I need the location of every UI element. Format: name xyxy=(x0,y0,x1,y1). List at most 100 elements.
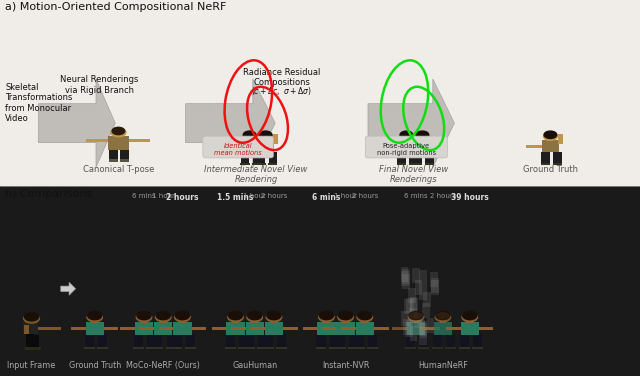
Bar xyxy=(355,334,364,348)
Bar xyxy=(269,152,276,164)
Circle shape xyxy=(248,311,262,320)
Bar xyxy=(434,321,452,335)
Bar xyxy=(252,320,258,323)
Circle shape xyxy=(112,127,125,135)
Text: Ground Truth: Ground Truth xyxy=(68,361,121,370)
Polygon shape xyxy=(38,79,115,167)
Bar xyxy=(250,327,265,330)
Text: b) Comparisons: b) Comparisons xyxy=(5,189,92,199)
Bar xyxy=(238,347,249,349)
Bar xyxy=(129,139,150,142)
Bar xyxy=(140,327,154,330)
Bar xyxy=(241,152,249,164)
Bar xyxy=(337,321,355,335)
Text: Ground Truth: Ground Truth xyxy=(523,165,578,174)
Bar xyxy=(257,134,262,144)
Text: HumanNeRF: HumanNeRF xyxy=(418,361,468,370)
Bar xyxy=(397,152,406,164)
Bar xyxy=(257,347,268,349)
Bar xyxy=(173,321,191,335)
Bar xyxy=(246,321,264,335)
Bar xyxy=(374,327,388,330)
Bar xyxy=(84,334,94,348)
Bar xyxy=(401,311,409,326)
Text: Skeletal
Transformations
from Monocular
Video: Skeletal Transformations from Monocular … xyxy=(5,83,72,123)
Bar xyxy=(172,334,182,348)
Bar xyxy=(23,322,38,334)
Text: Neural Renderings
via Rigid Branch: Neural Renderings via Rigid Branch xyxy=(60,75,138,95)
Bar xyxy=(276,347,287,349)
Bar xyxy=(257,140,274,152)
Bar xyxy=(166,347,177,349)
Circle shape xyxy=(88,311,102,320)
Bar xyxy=(403,138,410,141)
Text: Final Novel View
Renderings: Final Novel View Renderings xyxy=(380,165,449,185)
Bar xyxy=(410,326,417,341)
Bar xyxy=(147,334,157,348)
Bar xyxy=(419,270,427,285)
Bar xyxy=(398,140,415,152)
Bar xyxy=(265,321,283,335)
Bar xyxy=(263,347,274,349)
Polygon shape xyxy=(368,79,454,167)
Bar xyxy=(362,320,368,323)
Bar xyxy=(431,280,438,295)
Bar xyxy=(410,152,417,164)
Bar xyxy=(368,334,377,348)
Bar xyxy=(392,327,407,330)
Text: Pose-adaptive
non-rigid motions: Pose-adaptive non-rigid motions xyxy=(377,143,436,156)
Bar xyxy=(31,347,41,350)
Bar xyxy=(460,334,469,348)
Bar xyxy=(0,186,640,376)
Circle shape xyxy=(87,313,102,322)
Text: 39 hours: 39 hours xyxy=(451,193,488,202)
Bar xyxy=(459,347,470,349)
Bar xyxy=(431,145,444,148)
Bar xyxy=(153,334,163,348)
Circle shape xyxy=(243,131,256,138)
Circle shape xyxy=(247,313,262,322)
Bar xyxy=(303,327,317,330)
Bar xyxy=(225,145,241,148)
Bar xyxy=(410,297,418,312)
Bar xyxy=(406,298,414,313)
Bar xyxy=(440,320,446,323)
Bar xyxy=(152,347,163,349)
Bar xyxy=(92,320,98,323)
Circle shape xyxy=(175,311,189,320)
Bar xyxy=(256,163,266,165)
Bar xyxy=(316,334,326,348)
Bar xyxy=(232,320,239,323)
Bar xyxy=(419,327,434,330)
Text: 6 mins: 6 mins xyxy=(132,193,156,199)
Bar xyxy=(31,335,39,348)
Bar xyxy=(355,327,369,330)
Text: 2 hours: 2 hours xyxy=(351,193,378,199)
Circle shape xyxy=(357,313,372,322)
Bar xyxy=(147,347,157,349)
Text: a) Motion-Oriented Compositional NeRF: a) Motion-Oriented Compositional NeRF xyxy=(5,2,227,12)
Bar xyxy=(419,334,429,348)
Bar xyxy=(133,347,144,349)
Bar xyxy=(417,320,425,335)
Bar xyxy=(407,321,425,335)
Circle shape xyxy=(266,313,282,322)
Text: GauHuman: GauHuman xyxy=(232,361,277,370)
FancyBboxPatch shape xyxy=(365,136,447,158)
Circle shape xyxy=(228,311,243,320)
Circle shape xyxy=(175,313,190,322)
Bar xyxy=(420,323,428,338)
Bar xyxy=(397,163,406,165)
Text: 1 hour: 1 hour xyxy=(334,193,357,199)
Bar xyxy=(239,334,248,348)
Bar xyxy=(406,320,413,335)
Circle shape xyxy=(435,313,451,322)
Circle shape xyxy=(319,313,334,322)
Bar xyxy=(179,320,186,323)
Text: Identical
mean motions: Identical mean motions xyxy=(214,143,262,156)
Bar xyxy=(479,327,493,330)
Bar xyxy=(38,327,61,330)
Bar xyxy=(341,327,356,330)
Text: Intermediate Novel View
Rendering: Intermediate Novel View Rendering xyxy=(204,165,308,185)
Text: 1 hour: 1 hour xyxy=(243,193,266,199)
